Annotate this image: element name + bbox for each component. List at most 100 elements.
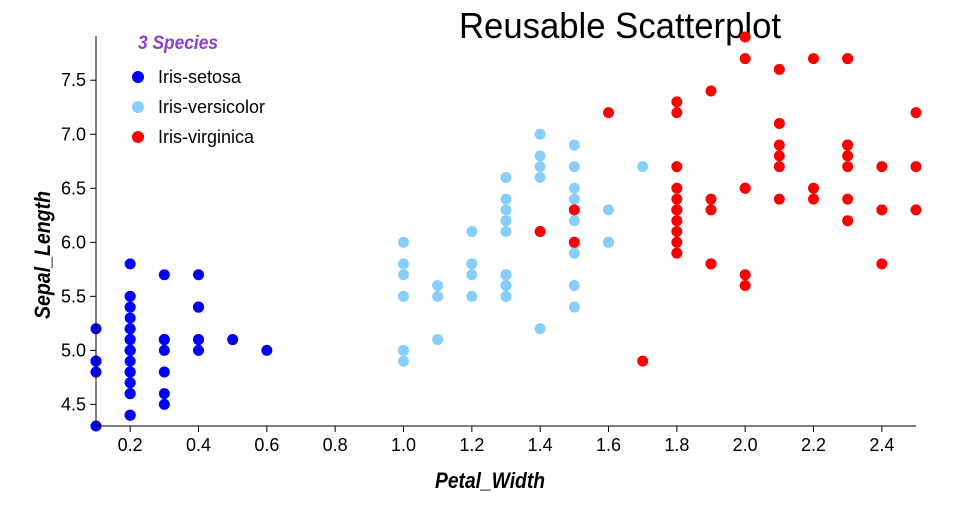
data-point: [158, 344, 170, 356]
data-point: [876, 161, 888, 173]
data-point: [603, 236, 614, 248]
data-point: [398, 236, 409, 248]
data-point: [261, 344, 273, 356]
legend: 3 Species Iris-setosa Iris-versicolor Iris…: [132, 33, 265, 147]
data-point: [193, 269, 204, 281]
data-point: [193, 301, 204, 313]
data-point: [432, 334, 444, 346]
data-point: [124, 409, 136, 421]
data-point: [739, 269, 751, 281]
data-point: [398, 269, 409, 281]
data-point: [568, 215, 580, 227]
data-point: [534, 161, 546, 173]
chart-title: Reusable Scatterplot: [459, 5, 781, 46]
data-point: [637, 355, 649, 367]
data-point: [158, 366, 170, 378]
data-point: [842, 150, 854, 162]
data-point: [671, 204, 683, 216]
data-point: [398, 290, 409, 302]
data-point: [124, 290, 136, 302]
data-point: [500, 171, 512, 183]
data-point: [398, 355, 409, 367]
data-point: [910, 107, 922, 119]
data-point: [124, 334, 136, 346]
data-point: [842, 161, 854, 173]
data-point: [739, 280, 751, 292]
data-point: [500, 204, 512, 216]
x-tick-label: 1.2: [459, 435, 484, 455]
y-tick-label: 6.0: [61, 232, 86, 252]
data-point: [466, 290, 478, 302]
data-point: [671, 193, 683, 205]
legend-marker: [132, 101, 144, 113]
x-axis-label: Petal_Width: [435, 468, 545, 493]
data-point: [124, 323, 136, 335]
data-point: [500, 193, 512, 205]
data-point: [842, 139, 854, 151]
data-point: [568, 280, 580, 292]
y-tick-label: 7.0: [61, 124, 86, 144]
data-point: [671, 236, 683, 248]
data-point: [705, 258, 717, 270]
x-tick-label: 2.0: [733, 435, 758, 455]
data-point: [534, 128, 546, 140]
x-tick-label: 0.2: [118, 435, 143, 455]
data-point: [910, 161, 922, 173]
data-point: [534, 226, 546, 237]
x-tick-label: 0.6: [254, 435, 279, 455]
data-point: [398, 258, 409, 270]
data-point: [671, 107, 683, 119]
x-tick-label: 0.4: [186, 435, 211, 455]
data-point: [500, 215, 512, 227]
data-point: [398, 344, 409, 356]
series-iris-virginica: [534, 31, 922, 367]
y-tick-label: 4.5: [61, 394, 86, 414]
data-point: [124, 344, 136, 356]
data-point: [910, 204, 922, 216]
data-point: [466, 226, 478, 237]
data-point: [534, 150, 546, 162]
y-tick-label: 7.5: [61, 70, 86, 90]
y-tick-label: 5.5: [61, 286, 86, 306]
data-point: [842, 215, 854, 227]
legend-label: Iris-virginica: [158, 127, 255, 147]
data-point: [124, 377, 136, 389]
data-point: [432, 290, 444, 302]
legend-marker: [132, 131, 144, 143]
legend-marker: [132, 71, 144, 83]
data-point: [705, 193, 717, 205]
data-point: [842, 193, 854, 205]
data-point: [158, 269, 170, 281]
data-point: [876, 204, 888, 216]
data-point: [739, 53, 751, 65]
data-point: [568, 193, 580, 205]
x-tick-label: 1.8: [664, 435, 689, 455]
x-axis: 0.2 0.4 0.6 0.8 1.0 1.2 1.4 1.6 1.8 2.0 2.2 2.4: [96, 425, 916, 455]
data-point: [773, 161, 785, 173]
x-tick-label: 2.2: [801, 435, 826, 455]
data-point: [124, 258, 136, 270]
data-point: [568, 236, 580, 248]
data-point: [671, 215, 683, 227]
data-point: [671, 247, 683, 259]
data-point: [568, 139, 580, 151]
data-point: [193, 344, 204, 356]
data-point: [124, 388, 136, 400]
data-point: [705, 85, 717, 97]
data-point: [671, 182, 683, 194]
data-point: [158, 388, 170, 400]
data-point: [568, 161, 580, 173]
data-point: [193, 334, 204, 346]
data-point: [568, 204, 580, 216]
legend-label: Iris-setosa: [158, 67, 242, 87]
data-point: [500, 290, 512, 302]
x-tick-label: 2.4: [869, 435, 894, 455]
data-point: [671, 226, 683, 237]
y-axis-label: Sepal_Length: [30, 191, 55, 319]
data-point: [466, 258, 478, 270]
y-tick-label: 5.0: [61, 340, 86, 360]
data-point: [773, 139, 785, 151]
legend-title: 3 Species: [138, 33, 218, 54]
data-point: [432, 280, 444, 292]
